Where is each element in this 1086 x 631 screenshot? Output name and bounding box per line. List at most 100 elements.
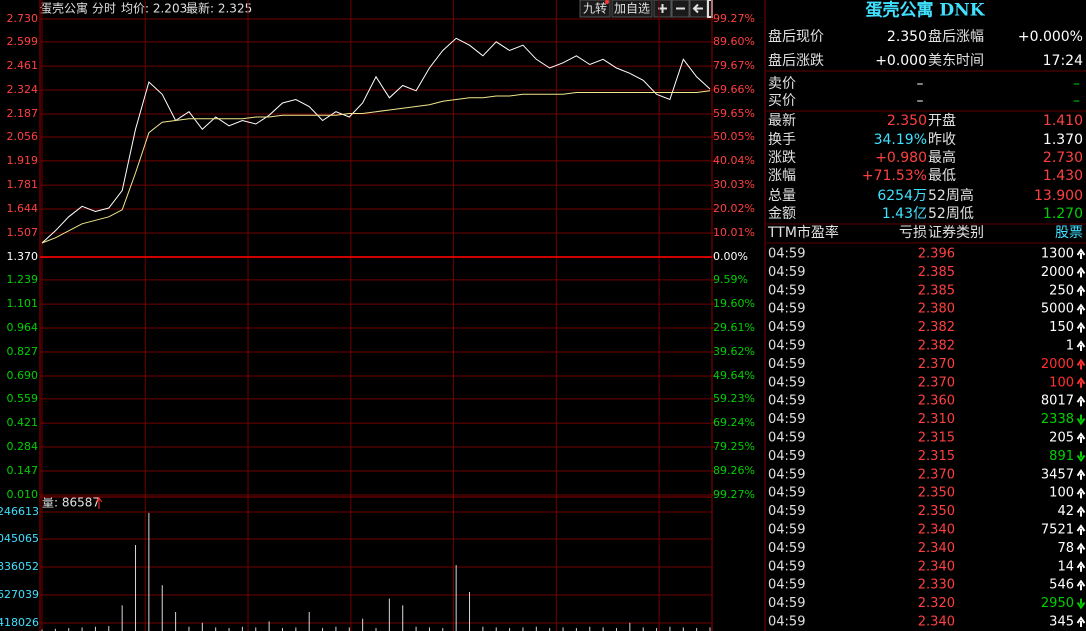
y-tick-label: 0.010 — [7, 488, 39, 501]
y2-tick-label: 0.00% — [713, 250, 748, 263]
y2-tick-label: 69.66% — [713, 83, 755, 96]
trade-volume: 7521 — [1041, 523, 1074, 538]
quote-cell: 52周低 — [928, 206, 974, 222]
add-watch-label: 加自选 — [614, 2, 650, 16]
y-tick-label: 2.324 — [7, 83, 39, 96]
y2-tick-label: 89.60% — [713, 35, 755, 48]
y2-tick-label: 40.04% — [713, 154, 755, 167]
trade-time: 04:59 — [768, 283, 805, 298]
y2-tick-label: 39.62% — [713, 345, 755, 358]
trade-time: 04:59 — [768, 467, 805, 482]
quote-cell: 昨收 — [928, 132, 956, 148]
quote-cell: 换手 — [768, 131, 796, 148]
quote-cell: 卖价 — [768, 76, 796, 92]
y-tick-label: 2.461 — [7, 59, 39, 72]
trade-price: 2.360 — [918, 394, 955, 409]
y-tick-label: 1.644 — [7, 202, 39, 215]
trade-price: 2.382 — [918, 320, 955, 335]
y2-tick-label: 99.27% — [713, 12, 755, 25]
y-tick-label: 1627039 — [0, 588, 39, 601]
trade-volume: 100 — [1049, 375, 1074, 390]
trade-arrow — [1076, 340, 1086, 351]
quote-cell: 6254万 — [877, 188, 927, 204]
trade-arrow — [1076, 487, 1086, 499]
trade-arrow — [1076, 266, 1086, 278]
quote-title: 蛋壳公寓 DNK — [866, 0, 986, 21]
y-tick-label: 0.827 — [7, 345, 39, 358]
quote-cell: – — [917, 93, 924, 109]
quote-cell: 涨幅 — [768, 168, 796, 184]
quote-cell: 1.370 — [1043, 132, 1083, 148]
quote-cell: 涨跌 — [768, 150, 796, 166]
toolbar-icons — [653, 0, 713, 18]
y-tick-label: 1836052 — [0, 560, 39, 573]
y-tick-label: 2246613 — [0, 505, 39, 518]
trade-price: 2.350 — [918, 486, 955, 501]
trade-arrow — [1076, 303, 1086, 315]
trade-time: 04:59 — [768, 523, 805, 538]
icon — [692, 3, 703, 14]
trade-volume: 891 — [1049, 449, 1074, 464]
y-tick-label: 1.239 — [7, 273, 39, 286]
y-tick-label: 2.056 — [7, 130, 39, 143]
trade-volume: 150 — [1049, 320, 1074, 335]
y-tick-label: 2045065 — [0, 532, 39, 545]
trade-price: 2.382 — [918, 339, 955, 354]
y-tick-label: 1.507 — [7, 226, 39, 239]
trade-arrow — [1076, 248, 1086, 259]
y-tick-label: 2.730 — [7, 12, 39, 25]
quote-cell: 最新 — [768, 113, 796, 129]
trade-volume: 2000 — [1041, 357, 1074, 372]
trade-price: 2.370 — [918, 357, 955, 372]
quote-cell: 1.430 — [1043, 168, 1083, 184]
trade-arrow — [1076, 432, 1086, 443]
trade-time: 04:59 — [768, 302, 805, 317]
trade-arrow — [1076, 451, 1086, 463]
quote-cell: 金额 — [768, 206, 796, 222]
trade-volume: 2950 — [1041, 596, 1074, 611]
trade-price: 2.330 — [918, 578, 955, 593]
avg-price: 均价: 2.203 — [121, 2, 187, 16]
trade-arrow — [1076, 321, 1086, 333]
quote-cell: 盘后涨幅 — [928, 28, 984, 45]
badge — [605, 0, 609, 4]
trade-volume: 345 — [1049, 615, 1074, 630]
trade-volume: 205 — [1049, 431, 1074, 446]
price-line — [41, 37, 711, 244]
y2-tick-label: 99.27% — [713, 488, 755, 501]
trade-time: 04:59 — [768, 375, 805, 390]
trade-price: 2.350 — [918, 504, 955, 519]
y-tick-label: 1.919 — [7, 154, 39, 167]
quote-cell: 总量 — [768, 188, 796, 204]
mode: 分时 — [92, 2, 116, 16]
y2-tick-label: 59.65% — [713, 107, 755, 120]
quote-cell: – — [1073, 76, 1080, 92]
y-tick-label: 2.187 — [7, 107, 39, 120]
trade-arrow — [1076, 561, 1086, 572]
next[interactable] — [707, 0, 713, 18]
quote-cell: TTM市盈率 — [767, 224, 839, 241]
trade-time: 04:59 — [768, 541, 805, 556]
quote-cell: 17:24 — [1043, 53, 1083, 69]
quote-cell: +71.53% — [862, 168, 927, 184]
quote-cell: +0.000% — [1018, 29, 1083, 45]
trade-time: 04:59 — [768, 394, 805, 409]
quote-cell: 13.900 — [1034, 188, 1083, 204]
quote-cell: 买价 — [768, 93, 796, 109]
add-watch-button[interactable] — [611, 0, 653, 18]
trade-volume: 78 — [1057, 541, 1074, 556]
trade-arrow — [1076, 395, 1086, 407]
y2-tick-label: 49.64% — [713, 369, 755, 382]
trade-time: 04:59 — [768, 559, 805, 574]
quote-cell: 盘后涨跌 — [768, 52, 824, 69]
y-tick-label: 1.101 — [7, 297, 39, 310]
trade-time: 04:59 — [768, 320, 805, 335]
trade-volume: 546 — [1049, 578, 1074, 593]
trade-time: 04:59 — [768, 578, 805, 593]
quote-cell: 股票 — [1055, 225, 1083, 241]
jiuzhuan-button[interactable] — [579, 0, 611, 18]
y-tick-label: 1.781 — [7, 178, 39, 191]
trade-volume: 1 — [1066, 339, 1074, 354]
